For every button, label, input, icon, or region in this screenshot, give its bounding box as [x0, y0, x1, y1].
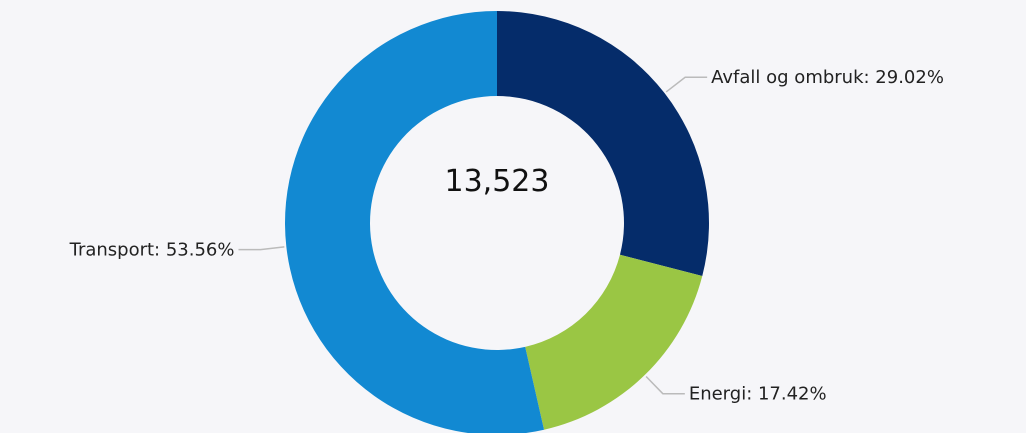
slice-energi[interactable]: [525, 254, 703, 430]
label-connectors: [238, 76, 708, 395]
label-energi: Energi: 17.42%: [689, 384, 827, 405]
connector-avfall-og-ombruk: [665, 76, 708, 93]
slice-avfall-og-ombruk[interactable]: [497, 11, 709, 276]
slice-labels: Avfall og ombruk: 29.02% Energi: 17.42% Tr…: [69, 67, 944, 404]
slice-transport[interactable]: [285, 11, 545, 433]
center-total-label: 13,523: [445, 164, 550, 199]
connector-transport: [238, 246, 285, 251]
label-avfall-og-ombruk: Avfall og ombruk: 29.02%: [711, 67, 944, 88]
donut-slices: [285, 11, 709, 433]
label-transport: Transport: 53.56%: [69, 240, 235, 261]
connector-energi: [645, 375, 685, 395]
